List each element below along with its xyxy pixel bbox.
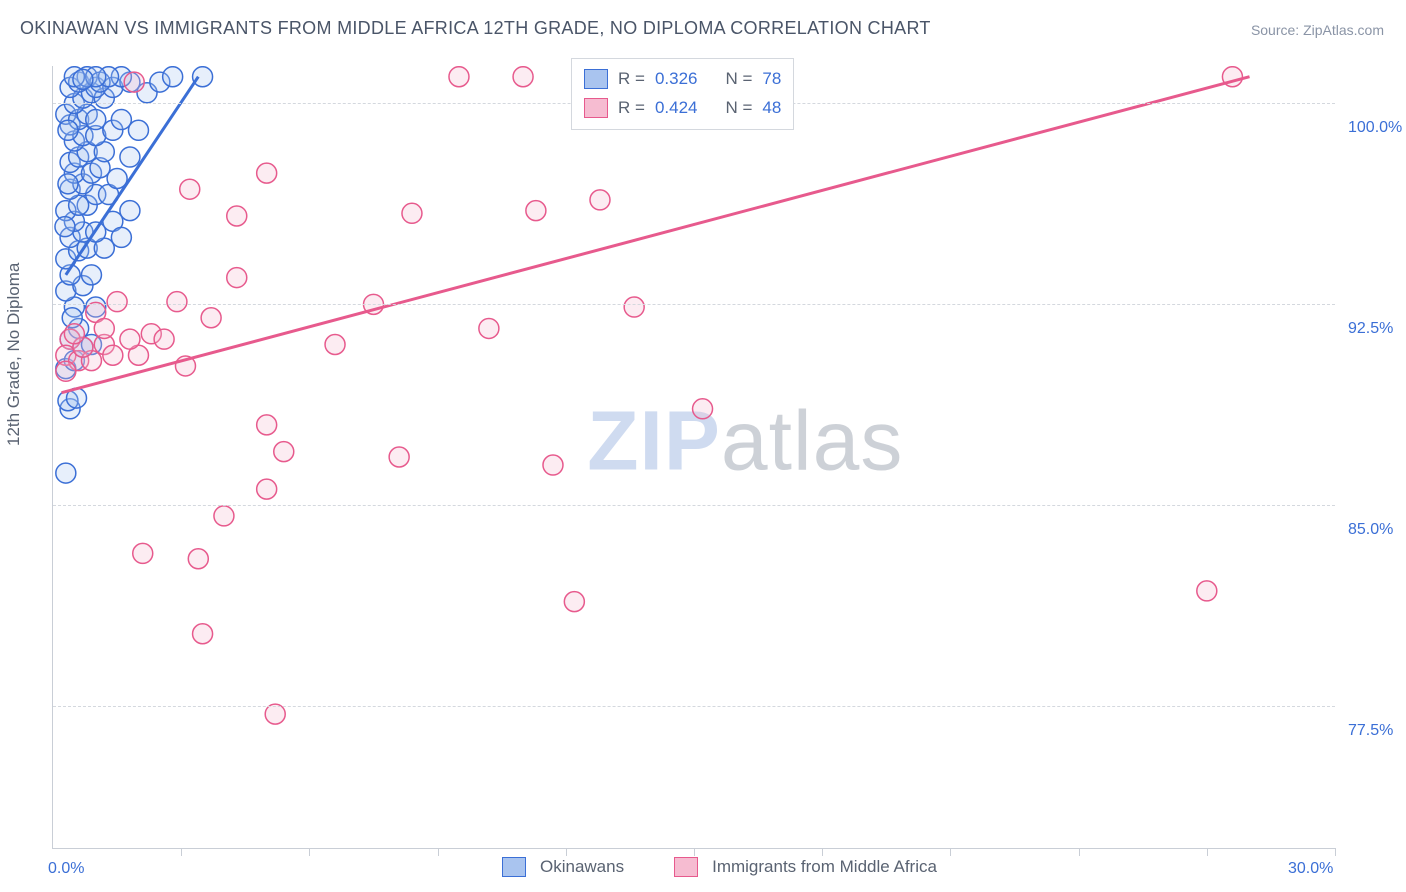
- x-tick: [566, 848, 567, 856]
- y-tick-label: 77.5%: [1348, 722, 1393, 740]
- legend-n-value: 78: [762, 65, 781, 94]
- data-point-immigrants: [479, 318, 499, 338]
- data-point-immigrants: [449, 67, 469, 87]
- data-point-immigrants: [1197, 581, 1217, 601]
- x-tick: [822, 848, 823, 856]
- data-point-okinawans: [73, 69, 93, 89]
- legend-series-label: Okinawans: [540, 857, 624, 877]
- data-point-immigrants: [389, 447, 409, 467]
- legend-n-label: N =: [725, 94, 752, 123]
- data-point-okinawans: [58, 120, 78, 140]
- data-point-okinawans: [120, 201, 140, 221]
- x-tick: [1079, 848, 1080, 856]
- legend-n-label: N =: [725, 65, 752, 94]
- data-point-immigrants: [274, 442, 294, 462]
- legend-series-label: Immigrants from Middle Africa: [712, 857, 937, 877]
- data-point-okinawans: [56, 463, 76, 483]
- data-point-immigrants: [193, 624, 213, 644]
- x-min-label: 0.0%: [48, 860, 84, 878]
- data-point-immigrants: [167, 292, 187, 312]
- data-point-immigrants: [564, 592, 584, 612]
- gridline-horizontal: [53, 706, 1335, 707]
- data-point-immigrants: [227, 268, 247, 288]
- legend-swatch: [674, 857, 698, 877]
- data-point-immigrants: [265, 704, 285, 724]
- correlation-legend: R = 0.326 N = 78 R = 0.424 N = 48: [571, 58, 794, 130]
- scatter-svg: [53, 66, 1335, 848]
- x-max-label: 30.0%: [1288, 860, 1333, 878]
- data-point-immigrants: [693, 399, 713, 419]
- data-point-immigrants: [201, 308, 221, 328]
- x-tick: [438, 848, 439, 856]
- data-point-immigrants: [402, 203, 422, 223]
- x-tick: [950, 848, 951, 856]
- data-point-okinawans: [55, 217, 75, 237]
- data-point-immigrants: [526, 201, 546, 221]
- data-point-okinawans: [86, 110, 106, 130]
- data-point-immigrants: [214, 506, 234, 526]
- legend-n-value: 48: [762, 94, 781, 123]
- plot-area: ZIPatlas: [52, 66, 1335, 849]
- legend-r-label: R =: [618, 94, 645, 123]
- gridline-horizontal: [53, 505, 1335, 506]
- x-tick: [181, 848, 182, 856]
- x-tick: [694, 848, 695, 856]
- data-point-okinawans: [128, 120, 148, 140]
- data-point-immigrants: [94, 318, 114, 338]
- data-point-okinawans: [111, 227, 131, 247]
- data-point-okinawans: [193, 67, 213, 87]
- data-point-immigrants: [325, 335, 345, 355]
- data-point-immigrants: [543, 455, 563, 475]
- series-legend: Okinawans Immigrants from Middle Africa: [502, 857, 973, 877]
- data-point-immigrants: [154, 329, 174, 349]
- data-point-immigrants: [64, 324, 84, 344]
- legend-row-immigrants: R = 0.424 N = 48: [584, 94, 781, 123]
- legend-row-okinawans: R = 0.326 N = 78: [584, 65, 781, 94]
- legend-r-value: 0.424: [655, 94, 698, 123]
- data-point-immigrants: [257, 415, 277, 435]
- source-attribution: Source: ZipAtlas.com: [1251, 22, 1384, 38]
- data-point-immigrants: [133, 543, 153, 563]
- data-point-immigrants: [188, 549, 208, 569]
- y-tick-label: 92.5%: [1348, 320, 1393, 338]
- data-point-okinawans: [120, 147, 140, 167]
- data-point-immigrants: [56, 361, 76, 381]
- legend-swatch: [584, 69, 608, 89]
- data-point-immigrants: [180, 179, 200, 199]
- data-point-okinawans: [111, 110, 131, 130]
- data-point-immigrants: [513, 67, 533, 87]
- data-point-okinawans: [163, 67, 183, 87]
- x-tick: [1207, 848, 1208, 856]
- legend-r-label: R =: [618, 65, 645, 94]
- data-point-immigrants: [227, 206, 247, 226]
- legend-swatch: [502, 857, 526, 877]
- data-point-immigrants: [124, 72, 144, 92]
- data-point-okinawans: [58, 174, 78, 194]
- legend-swatch: [584, 98, 608, 118]
- data-point-okinawans: [81, 265, 101, 285]
- x-tick: [1335, 848, 1336, 856]
- legend-r-value: 0.326: [655, 65, 698, 94]
- x-tick: [309, 848, 310, 856]
- gridline-horizontal: [53, 304, 1335, 305]
- data-point-immigrants: [257, 479, 277, 499]
- data-point-immigrants: [103, 345, 123, 365]
- y-tick-label: 85.0%: [1348, 521, 1393, 539]
- data-point-immigrants: [107, 292, 127, 312]
- y-axis-label: 12th Grade, No Diploma: [4, 263, 24, 446]
- data-point-immigrants: [120, 329, 140, 349]
- data-point-immigrants: [624, 297, 644, 317]
- data-point-immigrants: [590, 190, 610, 210]
- chart-title: OKINAWAN VS IMMIGRANTS FROM MIDDLE AFRIC…: [20, 18, 931, 39]
- data-point-immigrants: [257, 163, 277, 183]
- y-tick-label: 100.0%: [1348, 119, 1402, 137]
